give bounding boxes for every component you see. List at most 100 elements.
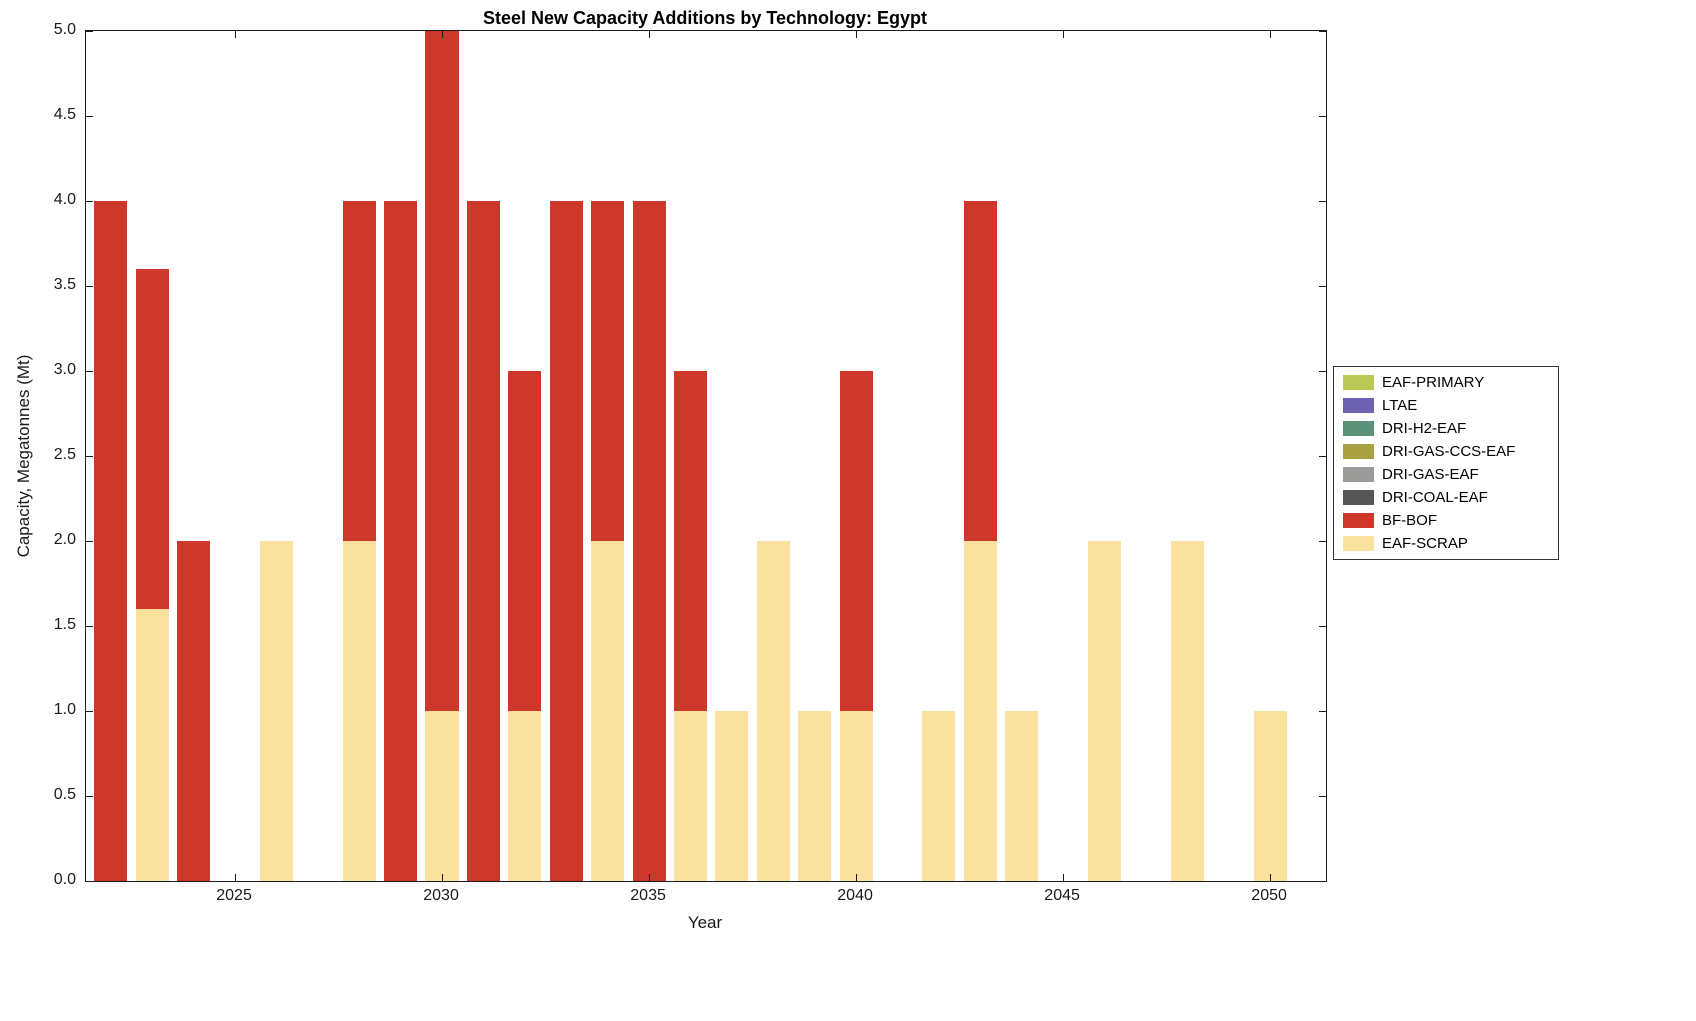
legend-entry-EAF-SCRAP: EAF-SCRAP <box>1334 532 1558 555</box>
bar-EAF-SCRAP-2042 <box>922 711 956 881</box>
legend: EAF-PRIMARY LTAE DRI-H2-EAF DRI-GAS-CCS-EAF… <box>1333 366 1559 560</box>
bar-EAF-SCRAP-2046 <box>1087 541 1122 881</box>
bar-BF-BOF-2036 <box>673 371 708 711</box>
y-tick <box>86 625 93 627</box>
legend-entry-DRI-H2-EAF: DRI-H2-EAF <box>1334 417 1558 440</box>
y-tick-label: 4.5 <box>53 106 76 123</box>
x-tick <box>1062 874 1064 881</box>
bar-EAF-SCRAP-2023 <box>135 609 169 881</box>
y-tick <box>86 455 93 457</box>
bar-BF-BOF-2035 <box>632 201 666 881</box>
bar-BF-BOF-2040 <box>839 371 873 711</box>
bar-BF-BOF-2033 <box>549 201 583 881</box>
y-tick <box>1319 625 1326 627</box>
x-tick <box>648 874 650 881</box>
y-tick <box>86 540 93 542</box>
y-tick <box>86 285 93 287</box>
legend-label: DRI-GAS-CCS-EAF <box>1382 443 1516 460</box>
x-tick <box>1269 31 1271 38</box>
x-tick-label: 2045 <box>1044 887 1080 904</box>
bar-EAF-SCRAP-2050 <box>1253 711 1287 881</box>
bar-EAF-SCRAP-2040 <box>839 711 873 881</box>
legend-label: DRI-GAS-EAF <box>1382 466 1479 483</box>
legend-entry-DRI-GAS-EAF: DRI-GAS-EAF <box>1334 463 1558 486</box>
x-tick <box>855 874 857 881</box>
bar-BF-BOF-2029 <box>384 201 418 881</box>
y-tick <box>86 370 93 372</box>
x-tick <box>855 31 857 38</box>
y-tick <box>1319 455 1326 457</box>
bar-BF-BOF-2028 <box>342 201 376 541</box>
y-tick-label: 1.0 <box>53 701 76 718</box>
y-tick-label: 0.0 <box>53 871 76 888</box>
legend-swatch <box>1343 444 1374 459</box>
bar-EAF-SCRAP-2048 <box>1170 541 1204 881</box>
bar-BF-BOF-2023 <box>135 269 169 609</box>
y-tick-label: 3.0 <box>53 361 76 378</box>
legend-label: LTAE <box>1382 397 1418 414</box>
bar-EAF-SCRAP-2038 <box>756 541 790 881</box>
y-tick <box>1319 200 1326 202</box>
legend-swatch <box>1343 490 1374 505</box>
y-tick-label: 1.5 <box>53 616 76 633</box>
bar-BF-BOF-2030 <box>425 31 459 711</box>
bar-BF-BOF-2031 <box>466 201 500 881</box>
x-tick <box>648 31 650 38</box>
bar-EAF-SCRAP-2044 <box>1005 711 1039 881</box>
bar-BF-BOF-2024 <box>177 541 211 881</box>
legend-entry-EAF-PRIMARY: EAF-PRIMARY <box>1334 371 1558 394</box>
x-tick-label: 2050 <box>1251 887 1287 904</box>
y-tick <box>1319 710 1326 712</box>
bar-EAF-SCRAP-2032 <box>508 711 542 881</box>
legend-entry-DRI-GAS-CCS-EAF: DRI-GAS-CCS-EAF <box>1334 440 1558 463</box>
x-tick <box>441 31 443 38</box>
legend-swatch <box>1343 398 1374 413</box>
y-tick <box>1319 880 1326 881</box>
bar-EAF-SCRAP-2036 <box>673 711 708 881</box>
legend-label: BF-BOF <box>1382 512 1437 529</box>
bar-BF-BOF-2043 <box>963 201 997 541</box>
y-tick <box>86 115 93 117</box>
bar-EAF-SCRAP-2028 <box>342 541 376 881</box>
bar-EAF-SCRAP-2030 <box>425 711 459 881</box>
y-tick <box>86 795 93 797</box>
y-tick <box>86 710 93 712</box>
y-tick-label: 3.5 <box>53 276 76 293</box>
y-tick <box>1319 285 1326 287</box>
y-tick <box>1319 540 1326 542</box>
bar-EAF-SCRAP-2039 <box>798 711 832 881</box>
x-tick <box>234 31 236 38</box>
y-tick-label: 0.5 <box>53 786 76 803</box>
x-tick <box>234 874 236 881</box>
legend-entry-LTAE: LTAE <box>1334 394 1558 417</box>
legend-swatch <box>1343 375 1374 390</box>
legend-swatch <box>1343 513 1374 528</box>
legend-swatch <box>1343 467 1374 482</box>
bar-EAF-SCRAP-2034 <box>591 541 625 881</box>
y-tick <box>86 31 93 32</box>
y-tick-label: 4.0 <box>53 191 76 208</box>
y-tick <box>86 200 93 202</box>
y-tick <box>1319 115 1326 117</box>
legend-label: EAF-SCRAP <box>1382 535 1468 552</box>
bar-BF-BOF-2034 <box>591 201 625 541</box>
bar-BF-BOF-2022 <box>94 201 128 881</box>
legend-label: DRI-H2-EAF <box>1382 420 1467 437</box>
y-tick-label: 2.0 <box>53 531 76 548</box>
x-tick-label: 2035 <box>630 887 666 904</box>
legend-swatch <box>1343 421 1374 436</box>
legend-label: EAF-PRIMARY <box>1382 374 1485 391</box>
y-tick <box>86 880 93 881</box>
bar-EAF-SCRAP-2037 <box>715 711 749 881</box>
chart-title: Steel New Capacity Additions by Technolo… <box>482 8 928 28</box>
y-tick <box>1319 370 1326 372</box>
y-tick <box>1319 795 1326 797</box>
y-tick <box>1319 31 1326 32</box>
legend-entry-DRI-COAL-EAF: DRI-COAL-EAF <box>1334 486 1558 509</box>
bar-BF-BOF-2032 <box>508 371 542 711</box>
legend-swatch <box>1343 536 1374 551</box>
x-tick <box>441 874 443 881</box>
bar-EAF-SCRAP-2043 <box>963 541 997 881</box>
x-axis-label: Year <box>687 913 723 932</box>
